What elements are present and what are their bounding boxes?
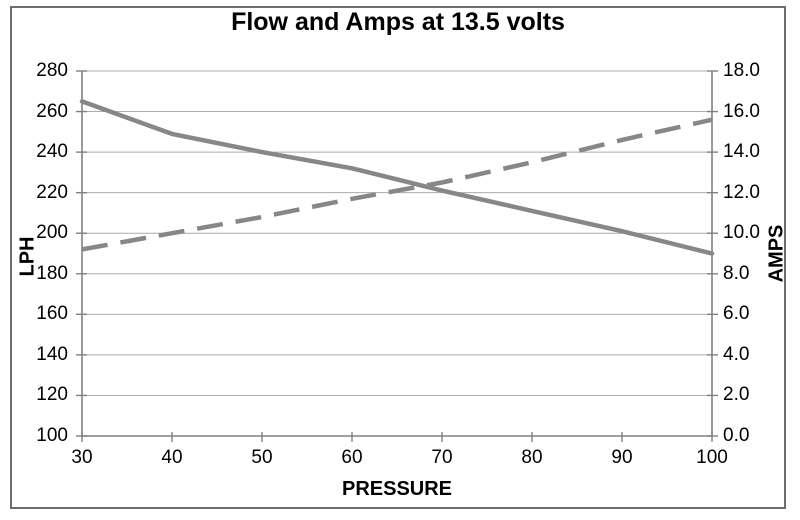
x-tick-label: 50 xyxy=(251,447,273,468)
x-tick-label: 30 xyxy=(71,447,93,468)
y-left-tick-label: 100 xyxy=(36,425,68,446)
y-right-tick-label: 4.0 xyxy=(723,343,750,365)
y-left-tick-label: 160 xyxy=(36,303,68,325)
y-right-tick-label: 8.0 xyxy=(723,262,750,284)
x-tick-label: 70 xyxy=(431,447,453,468)
y-left-tick-label: 180 xyxy=(36,262,68,284)
x-axis-title: PRESSURE xyxy=(341,478,453,500)
y-left-tick-label: 140 xyxy=(36,343,68,365)
y-left-tick-label: 240 xyxy=(36,141,68,163)
y-right-tick-label: 2.0 xyxy=(723,384,750,406)
chart-frame xyxy=(10,6,786,509)
chart-title: Flow and Amps at 13.5 volts xyxy=(231,8,565,36)
x-tick-label: 80 xyxy=(521,447,543,468)
y-right-tick-label: 12.0 xyxy=(723,181,760,203)
y-right-tick-label: 14.0 xyxy=(723,141,760,163)
x-tick-label: 40 xyxy=(161,447,183,468)
flow-series-line xyxy=(79,99,715,256)
x-tick-label: 60 xyxy=(341,447,363,468)
y-right-tick-label: 16.0 xyxy=(723,100,760,122)
y-left-tick-label: 220 xyxy=(36,181,68,203)
y-right-tick-label: 10.0 xyxy=(723,222,760,244)
y-right-tick-label: 0.0 xyxy=(723,425,750,446)
y-left-tick-label: 200 xyxy=(36,222,68,244)
y-left-tick-label: 280 xyxy=(36,60,68,81)
amps-series-line xyxy=(81,117,713,252)
x-tick-label: 100 xyxy=(696,447,728,468)
right-axis-title: AMPS xyxy=(765,224,788,283)
x-tick-label: 90 xyxy=(611,447,633,468)
y-right-tick-label: 18.0 xyxy=(723,60,760,81)
y-left-tick-label: 120 xyxy=(36,384,68,406)
y-left-tick-label: 260 xyxy=(36,100,68,122)
y-right-tick-label: 6.0 xyxy=(723,303,750,325)
